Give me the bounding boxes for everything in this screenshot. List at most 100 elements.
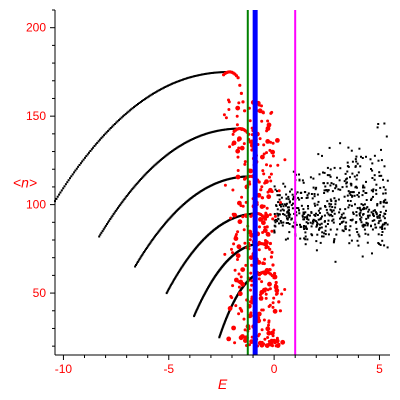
cloud-point (300, 191, 303, 194)
cloud-point (297, 207, 300, 210)
red-point (265, 206, 269, 210)
cloud-point (278, 198, 281, 201)
cloud-point (288, 209, 290, 212)
arc-point (214, 130, 216, 133)
arc-point (219, 334, 222, 337)
cloud-point (292, 198, 294, 201)
cloud-point (276, 208, 279, 211)
arc-point (145, 172, 148, 175)
red-point (241, 215, 245, 219)
cloud-point (376, 126, 379, 129)
arc-point (111, 214, 114, 217)
cloud-point (282, 182, 285, 185)
arc-point (56, 195, 59, 198)
cloud-point (315, 212, 317, 215)
cloud-point (360, 203, 363, 206)
cloud-point (363, 203, 366, 206)
arc-point (204, 133, 206, 136)
arc-point (199, 73, 202, 76)
cloud-point (290, 204, 293, 207)
cloud-point (291, 225, 294, 228)
red-point (274, 280, 278, 285)
cloud-point (316, 193, 319, 196)
cloud-point (317, 153, 320, 156)
red-point (257, 103, 261, 107)
arc-point (217, 129, 220, 132)
arc-point (55, 197, 58, 200)
arc-point (146, 96, 149, 99)
cloud-point (374, 226, 377, 229)
arc-point (99, 233, 102, 236)
cloud-point (356, 162, 359, 165)
cloud-point (309, 221, 312, 224)
red-point (273, 341, 277, 345)
cloud-point (287, 195, 290, 198)
cloud-point (320, 222, 323, 225)
arc-point (169, 151, 172, 153)
cloud-point (362, 186, 364, 189)
cloud-point (384, 213, 387, 215)
cloud-point (365, 207, 368, 210)
arc-point (162, 157, 165, 159)
cloud-point (293, 212, 296, 215)
arc-point (128, 192, 130, 195)
cloud-point (283, 213, 286, 216)
arc-point (162, 224, 165, 227)
arc-point (188, 76, 191, 79)
cloud-point (366, 222, 369, 225)
cloud-point (329, 175, 332, 178)
cloud-point (304, 235, 307, 238)
cloud-point (370, 168, 372, 170)
arc-point (108, 128, 111, 131)
arc-point (107, 221, 110, 224)
cloud-point (315, 249, 318, 252)
arc-point (143, 251, 146, 253)
arc-point (175, 81, 178, 84)
cloud-point (380, 234, 383, 236)
red-point (270, 330, 275, 336)
cloud-point (329, 168, 332, 171)
cloud-point (382, 205, 385, 208)
red-point (268, 213, 272, 217)
red-point (237, 146, 241, 150)
cloud-point (373, 154, 376, 157)
cloud-point (279, 203, 282, 206)
cloud-point (382, 215, 385, 218)
arc-point (154, 235, 156, 238)
arc-point (182, 263, 185, 266)
red-point (275, 343, 281, 348)
red-point (264, 292, 268, 296)
cloud-point (381, 239, 384, 242)
cloud-point (356, 194, 359, 196)
arc-point (119, 117, 122, 120)
arc-point (173, 81, 176, 84)
cloud-point (298, 179, 301, 182)
red-point (236, 258, 239, 261)
arc-point (93, 145, 96, 147)
arc-point (201, 296, 204, 299)
red-point (264, 213, 270, 219)
arc-point (206, 72, 209, 75)
red-point (248, 300, 252, 304)
cloud-point (332, 183, 335, 186)
red-point (231, 140, 237, 146)
red-point (268, 241, 272, 246)
cloud-point (286, 206, 289, 209)
cloud-point (345, 221, 348, 224)
cloud-point (335, 184, 338, 187)
cloud-point (362, 225, 365, 228)
cloud-point (353, 194, 356, 197)
cloud-point (322, 235, 325, 238)
arc-point (231, 127, 234, 130)
red-point (240, 128, 244, 131)
cloud-point (277, 218, 280, 221)
red-point (262, 152, 266, 156)
arc-point (187, 76, 190, 79)
cloud-point (370, 211, 373, 214)
cloud-point (354, 203, 356, 206)
cloud-point (379, 214, 381, 217)
arc-point (167, 84, 169, 87)
arc-point (165, 85, 168, 88)
cloud-point (361, 255, 364, 258)
red-point (233, 341, 237, 345)
